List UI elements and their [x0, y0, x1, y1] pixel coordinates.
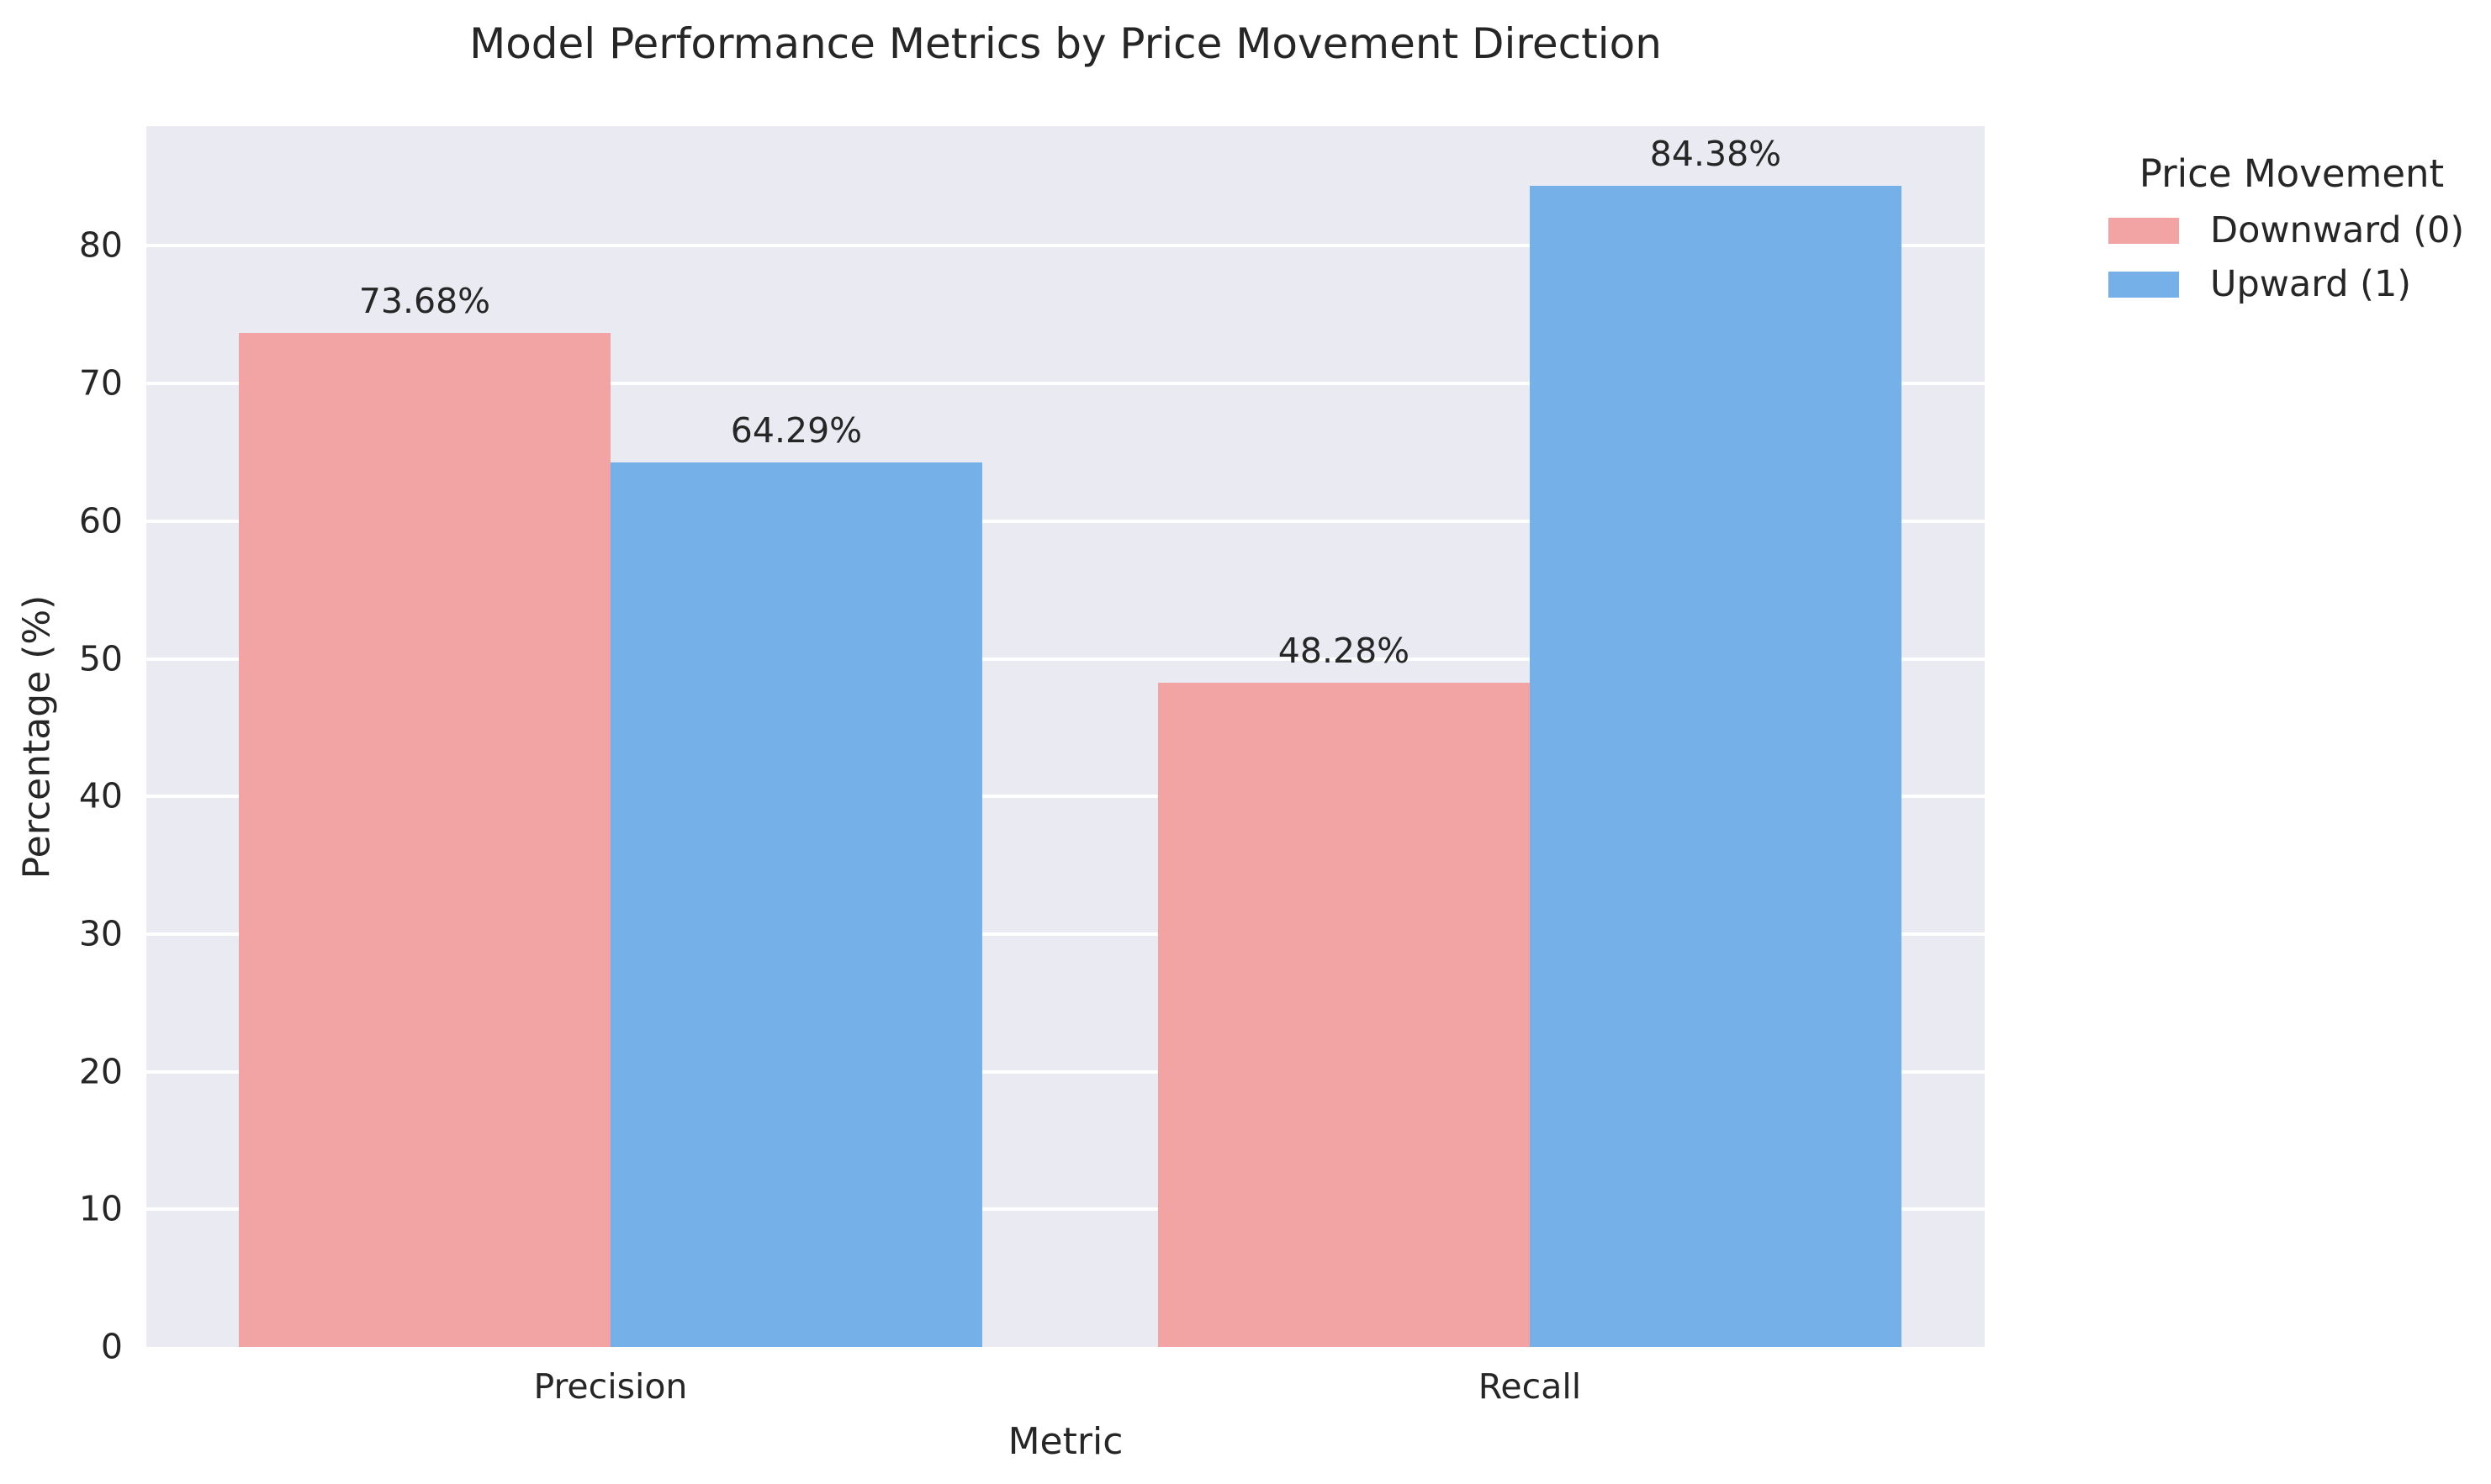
legend-swatch	[2108, 271, 2179, 298]
legend-items: Downward (0) Upward (1)	[2102, 202, 2481, 309]
y-tick-label: 40	[78, 775, 123, 816]
y-tick-label: 30	[78, 913, 123, 954]
y-tick-label: 60	[78, 500, 123, 541]
plot-area: 73.68% 48.28% 64.29% 84.38%	[146, 126, 1985, 1347]
legend-title: Price Movement	[2139, 151, 2445, 196]
legend-item-label: Upward (1)	[2210, 263, 2412, 305]
gridline	[146, 382, 1985, 386]
y-tick-label: 80	[78, 224, 123, 266]
gridline	[146, 795, 1985, 799]
bar-value-label-precision-downward: 73.68%	[358, 280, 491, 321]
legend-swatch	[2108, 217, 2179, 244]
y-axis-ticks: 0 10 20 30 40 50 60 70 80	[0, 126, 123, 1364]
legend: Price Movement Downward (0) Upward (1)	[2102, 151, 2481, 309]
gridline	[146, 932, 1985, 936]
bar-recall-upward	[1529, 185, 1901, 1347]
bar-precision-upward	[610, 462, 982, 1347]
bar-precision-downward	[238, 332, 611, 1347]
gridline	[146, 657, 1985, 661]
gridline	[146, 1069, 1985, 1074]
x-tick-label-recall: Recall	[1478, 1366, 1582, 1407]
bar-value-label-recall-downward: 48.28%	[1277, 630, 1410, 671]
gridline	[146, 519, 1985, 523]
y-tick-label: 0	[100, 1326, 123, 1367]
x-axis-ticks: Precision Recall	[146, 1347, 1985, 1414]
chart-title: Model Performance Metrics by Price Movem…	[469, 19, 1662, 68]
bar-value-label-recall-upward: 84.38%	[1649, 133, 1782, 174]
bar-recall-downward	[1157, 682, 1530, 1347]
y-tick-label: 50	[78, 638, 123, 679]
legend-item: Upward (1)	[2102, 259, 2481, 309]
y-tick-label: 10	[78, 1188, 123, 1229]
bar-value-label-precision-upward: 64.29%	[730, 409, 863, 451]
y-tick-label: 70	[78, 362, 123, 404]
legend-item-label: Downward (0)	[2210, 209, 2465, 251]
legend-item: Downward (0)	[2102, 205, 2481, 256]
gridline	[146, 244, 1985, 248]
y-tick-label: 20	[78, 1051, 123, 1092]
gridline	[146, 1207, 1985, 1212]
x-tick-label-precision: Precision	[533, 1366, 688, 1407]
x-axis-label: Metric	[1008, 1420, 1124, 1463]
